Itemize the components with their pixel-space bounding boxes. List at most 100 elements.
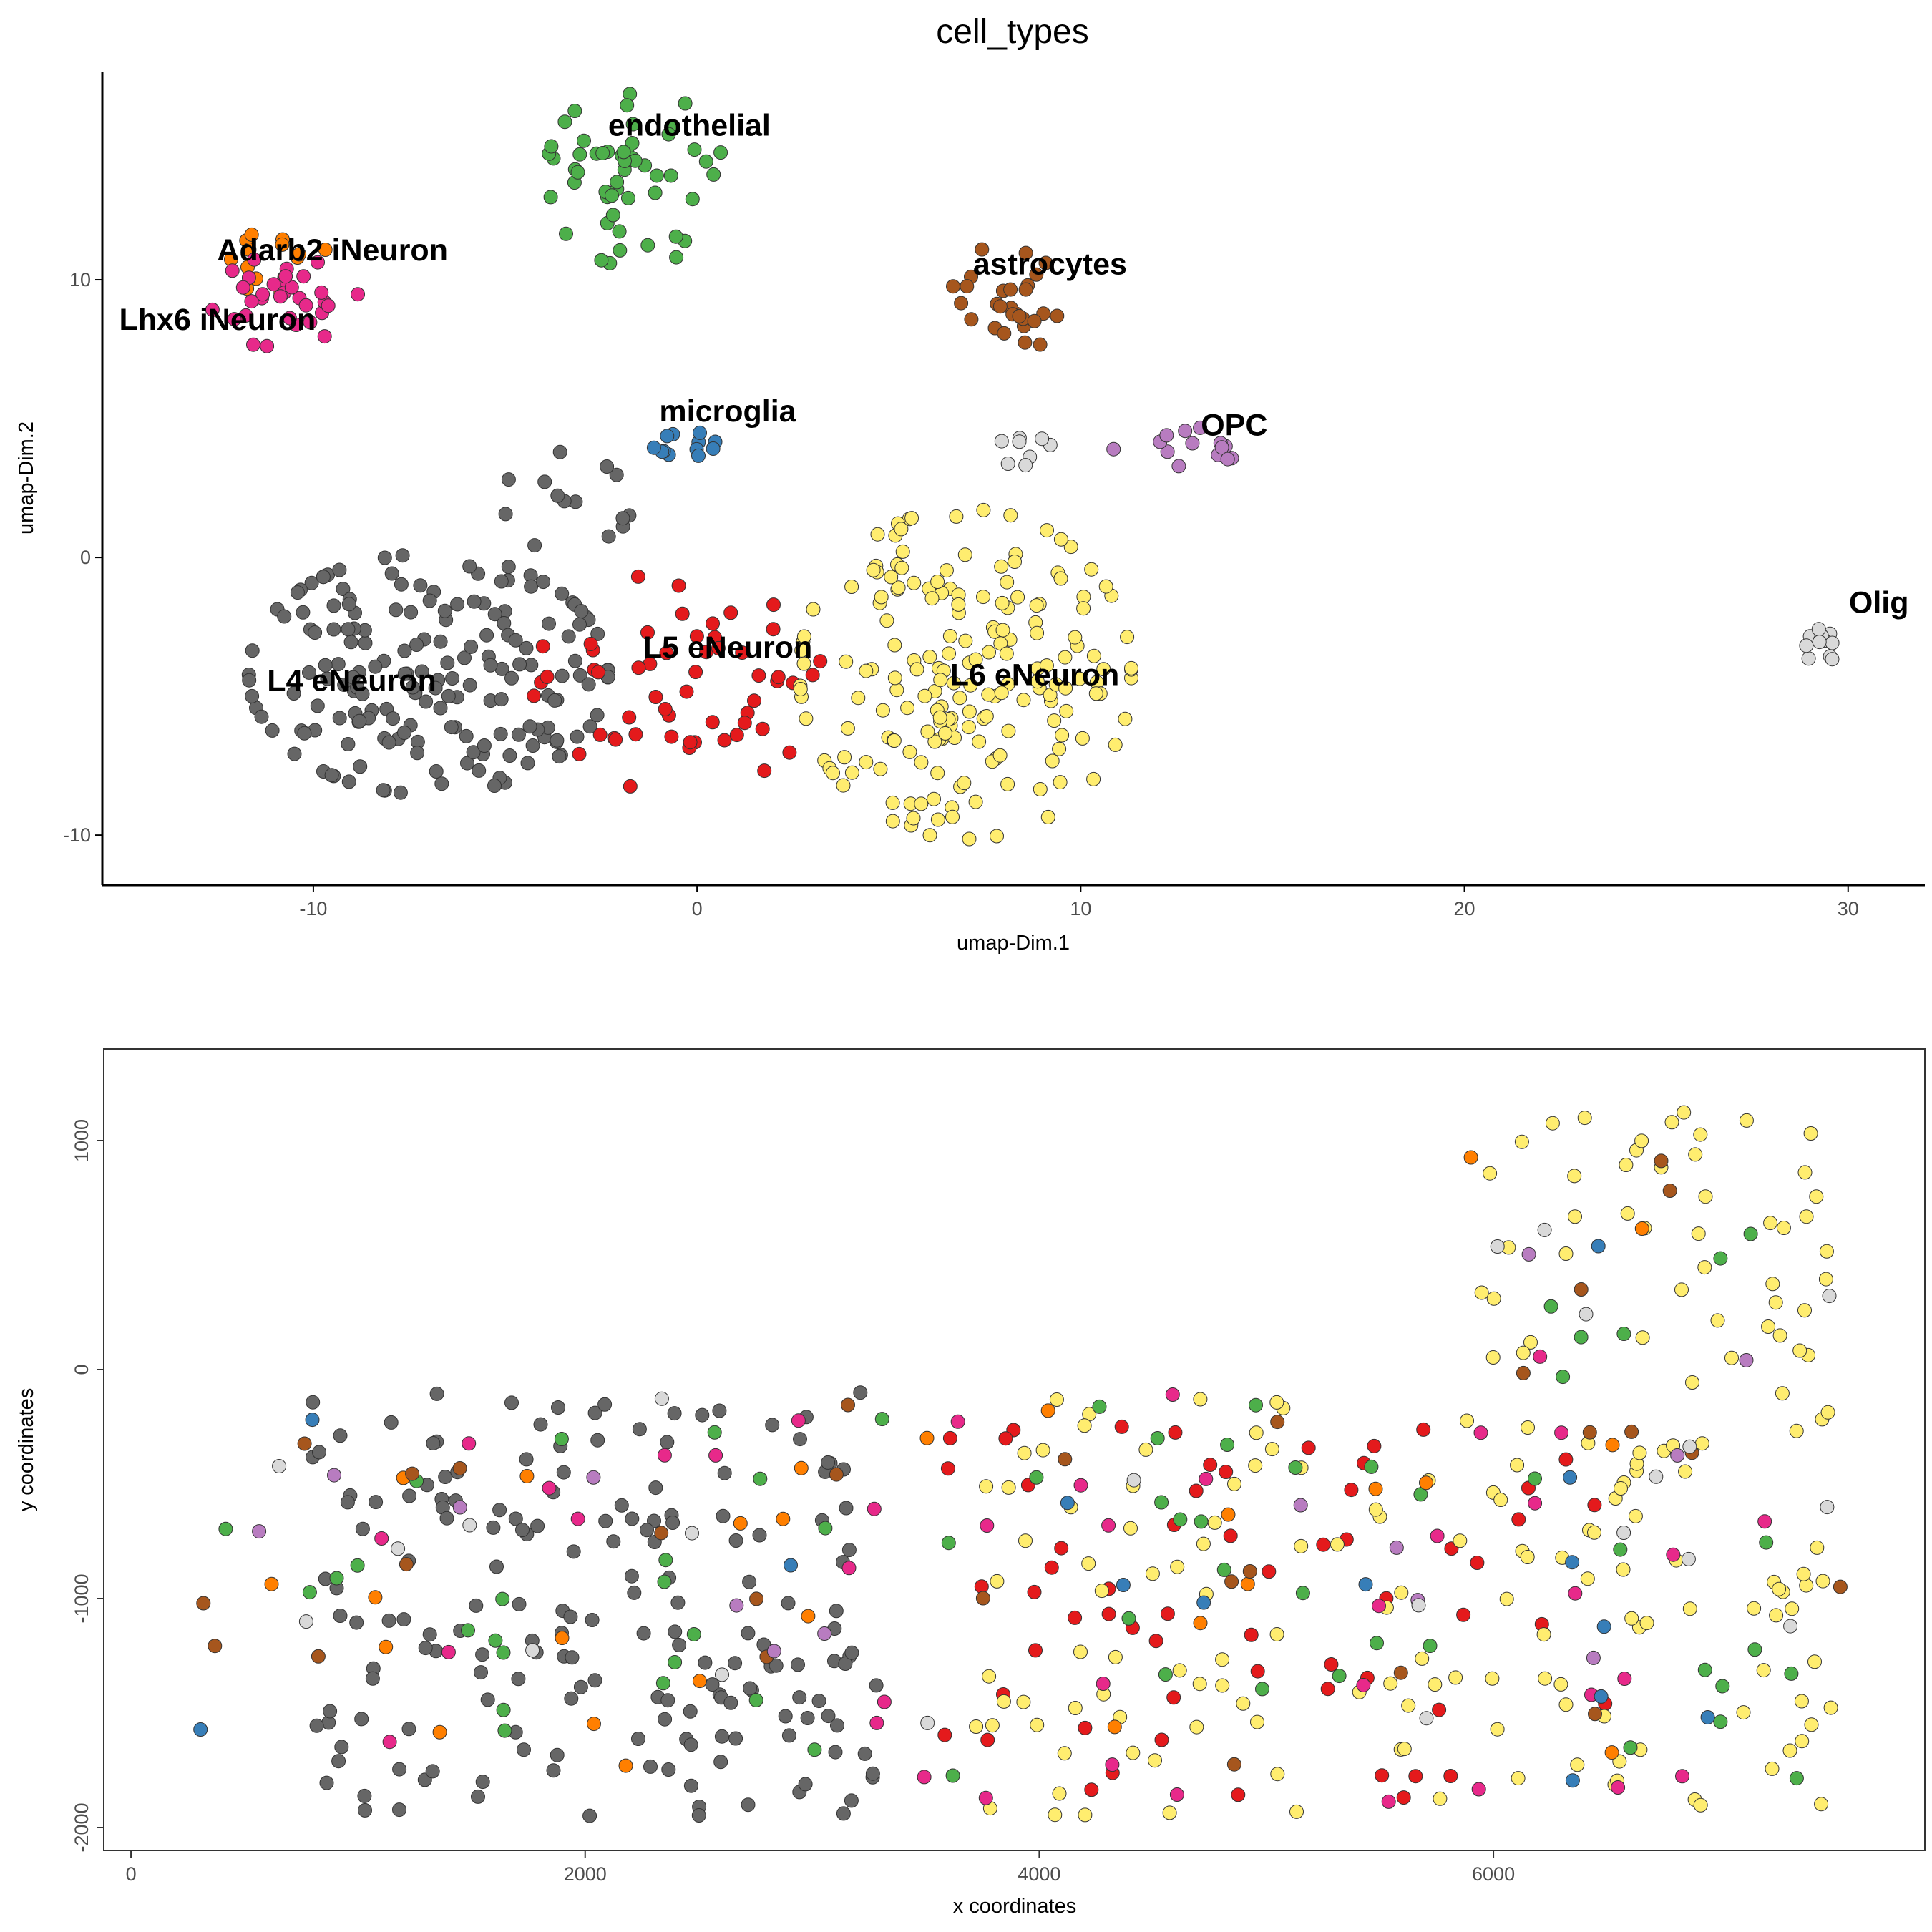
spatial-point-l4-eneuron: [643, 1759, 658, 1774]
spatial-point-endothelial: [1713, 1714, 1728, 1729]
spatial-point-l6-eneuron: [1057, 1746, 1072, 1761]
spatial-point-l4-eneuron: [769, 1658, 784, 1673]
spatial-point-l6-eneuron: [1294, 1538, 1309, 1553]
spatial-point-opc: [252, 1524, 267, 1539]
umap-point-l4-eneuron: [336, 582, 351, 597]
umap-point-lhx6-ineuron: [311, 255, 325, 270]
spatial-point-l4-eneuron: [844, 1645, 859, 1660]
spatial-point-endothelial: [1029, 1470, 1044, 1485]
umap-point-l6-eneuron: [982, 645, 996, 660]
spatial-point-l6-eneuron: [1789, 1423, 1804, 1438]
spatial-point-adarb2-ineuron: [801, 1609, 816, 1624]
umap-point-l6-eneuron: [873, 761, 888, 776]
spatial-point-endothelial: [1697, 1662, 1712, 1677]
umap-point-microglia: [693, 425, 707, 440]
umap-point-microglia: [660, 429, 675, 444]
spatial-point-l5-eneuron: [1367, 1438, 1382, 1453]
spatial-point-endothelial: [1613, 1542, 1628, 1557]
spatial-point-endothelial: [945, 1768, 960, 1783]
spatial-point-l6-eneuron: [1192, 1677, 1207, 1692]
spatial-point-endothelial: [1784, 1666, 1799, 1681]
spatial-point-l5-eneuron: [1456, 1607, 1471, 1622]
spatial-point-l6-eneuron: [1394, 1585, 1409, 1600]
spatial-point-l4-eneuron: [691, 1808, 706, 1823]
umap-point-lhx6-ineuron: [246, 337, 260, 352]
umap-point-opc: [1185, 436, 1200, 451]
spatial-point-l4-eneuron: [695, 1407, 710, 1423]
umap-point-olig: [1018, 458, 1033, 473]
umap-point-l6-eneuron: [895, 544, 910, 559]
umap-point-l6-eneuron: [1059, 703, 1074, 718]
spatial-point-l4-eneuron: [340, 1495, 355, 1510]
spatial-point-adarb2-ineuron: [1240, 1576, 1255, 1591]
umap-point-l4-eneuron: [477, 738, 492, 753]
spatial-panel-border: [103, 1048, 1926, 1851]
spatial-point-l6-eneuron: [1049, 1392, 1064, 1407]
spatial-point-l4-eneuron: [869, 1678, 884, 1693]
spatial-point-l6-eneuron: [1616, 1562, 1631, 1577]
umap-point-l6-eneuron: [949, 509, 964, 524]
umap-point-l4-eneuron: [561, 629, 576, 644]
umap-point-l4-eneuron: [341, 737, 356, 751]
spatial-point-l6-eneuron: [1691, 1226, 1706, 1241]
umap-point-l6-eneuron: [839, 654, 854, 669]
umap-point-endothelial: [595, 146, 610, 160]
umap-point-l4-eneuron: [527, 538, 542, 553]
umap-point-l4-eneuron: [419, 694, 434, 709]
spatial-point-l4-eneuron: [429, 1386, 444, 1401]
spatial-point-microglia: [1565, 1773, 1580, 1788]
umap-point-l6-eneuron: [914, 755, 929, 770]
spatial-point-lhx6-ineuron: [1165, 1387, 1180, 1402]
umap-point-l6-eneuron: [938, 726, 952, 741]
spatial-point-l4-eneuron: [425, 1764, 440, 1779]
spatial-point-l6-eneuron: [1693, 1127, 1708, 1142]
spatial-point-l4-eneuron: [838, 1657, 853, 1671]
spatial-point-l6-eneuron: [1724, 1350, 1739, 1365]
spatial-point-l6-eneuron: [1227, 1476, 1241, 1491]
spatial-point-olig: [1682, 1439, 1697, 1454]
spatial-point-opc: [586, 1470, 601, 1485]
umap-point-l4-eneuron: [433, 634, 448, 649]
spatial-point-l6-eneuron: [1485, 1350, 1501, 1365]
spatial-point-l4-eneuron: [800, 1711, 815, 1725]
umap-point-l6-eneuron: [887, 638, 902, 653]
umap-point-l4-eneuron: [570, 729, 585, 744]
spatial-point-l6-eneuron: [1570, 1757, 1585, 1772]
spatial-point-endothelial: [657, 1574, 672, 1589]
umap-point-l6-eneuron: [836, 778, 851, 793]
spatial-point-l5-eneuron: [1250, 1664, 1265, 1679]
spatial-point-lhx6-ineuron: [869, 1715, 884, 1730]
umap-point-l4-eneuron: [381, 735, 396, 750]
spatial-point-l6-eneuron: [1674, 1282, 1689, 1297]
spatial-point-l6-eneuron: [1094, 1584, 1109, 1599]
umap-point-l5-eneuron: [623, 779, 638, 794]
umap-point-l4-eneuron: [494, 574, 509, 589]
umap-point-l6-eneuron: [1086, 648, 1101, 663]
spatial-point-olig: [298, 1614, 313, 1629]
spatial-point-l6-eneuron: [1397, 1742, 1412, 1757]
umap-point-l4-eneuron: [410, 746, 425, 761]
umap-point-l6-eneuron: [976, 502, 991, 517]
umap-point-l6-eneuron: [930, 575, 945, 589]
umap-point-opc: [1220, 452, 1235, 467]
spatial-point-lhx6-ineuron: [1430, 1528, 1445, 1543]
spatial-point-l4-eneuron: [519, 1452, 534, 1467]
umap-point-endothelial: [572, 147, 587, 162]
spatial-point-l6-eneuron: [990, 1574, 1005, 1589]
umap-point-l4-eneuron: [555, 668, 570, 683]
spatial-point-l6-eneuron: [1761, 1319, 1776, 1334]
spatial-point-olig: [1490, 1239, 1505, 1254]
spatial-point-l4-eneuron: [844, 1793, 859, 1808]
umap-point-l6-eneuron: [979, 709, 994, 723]
umap-x-tick-label: 20: [1454, 898, 1475, 919]
spatial-point-lhx6-ineuron: [441, 1644, 456, 1659]
cluster-label-l5-eneuron: L5 eNeuron: [643, 630, 813, 665]
spatial-point-l6-eneuron: [1678, 1464, 1693, 1479]
spatial-point-endothelial: [658, 1553, 673, 1568]
spatial-point-l6-eneuron: [1428, 1677, 1443, 1692]
umap-point-endothelial: [610, 175, 625, 190]
spatial-point-l6-eneuron: [1383, 1676, 1398, 1691]
umap-point-l4-eneuron: [324, 768, 339, 783]
umap-point-l6-eneuron: [1039, 658, 1054, 673]
umap-y-axis-title: umap-Dim.2: [15, 421, 38, 535]
